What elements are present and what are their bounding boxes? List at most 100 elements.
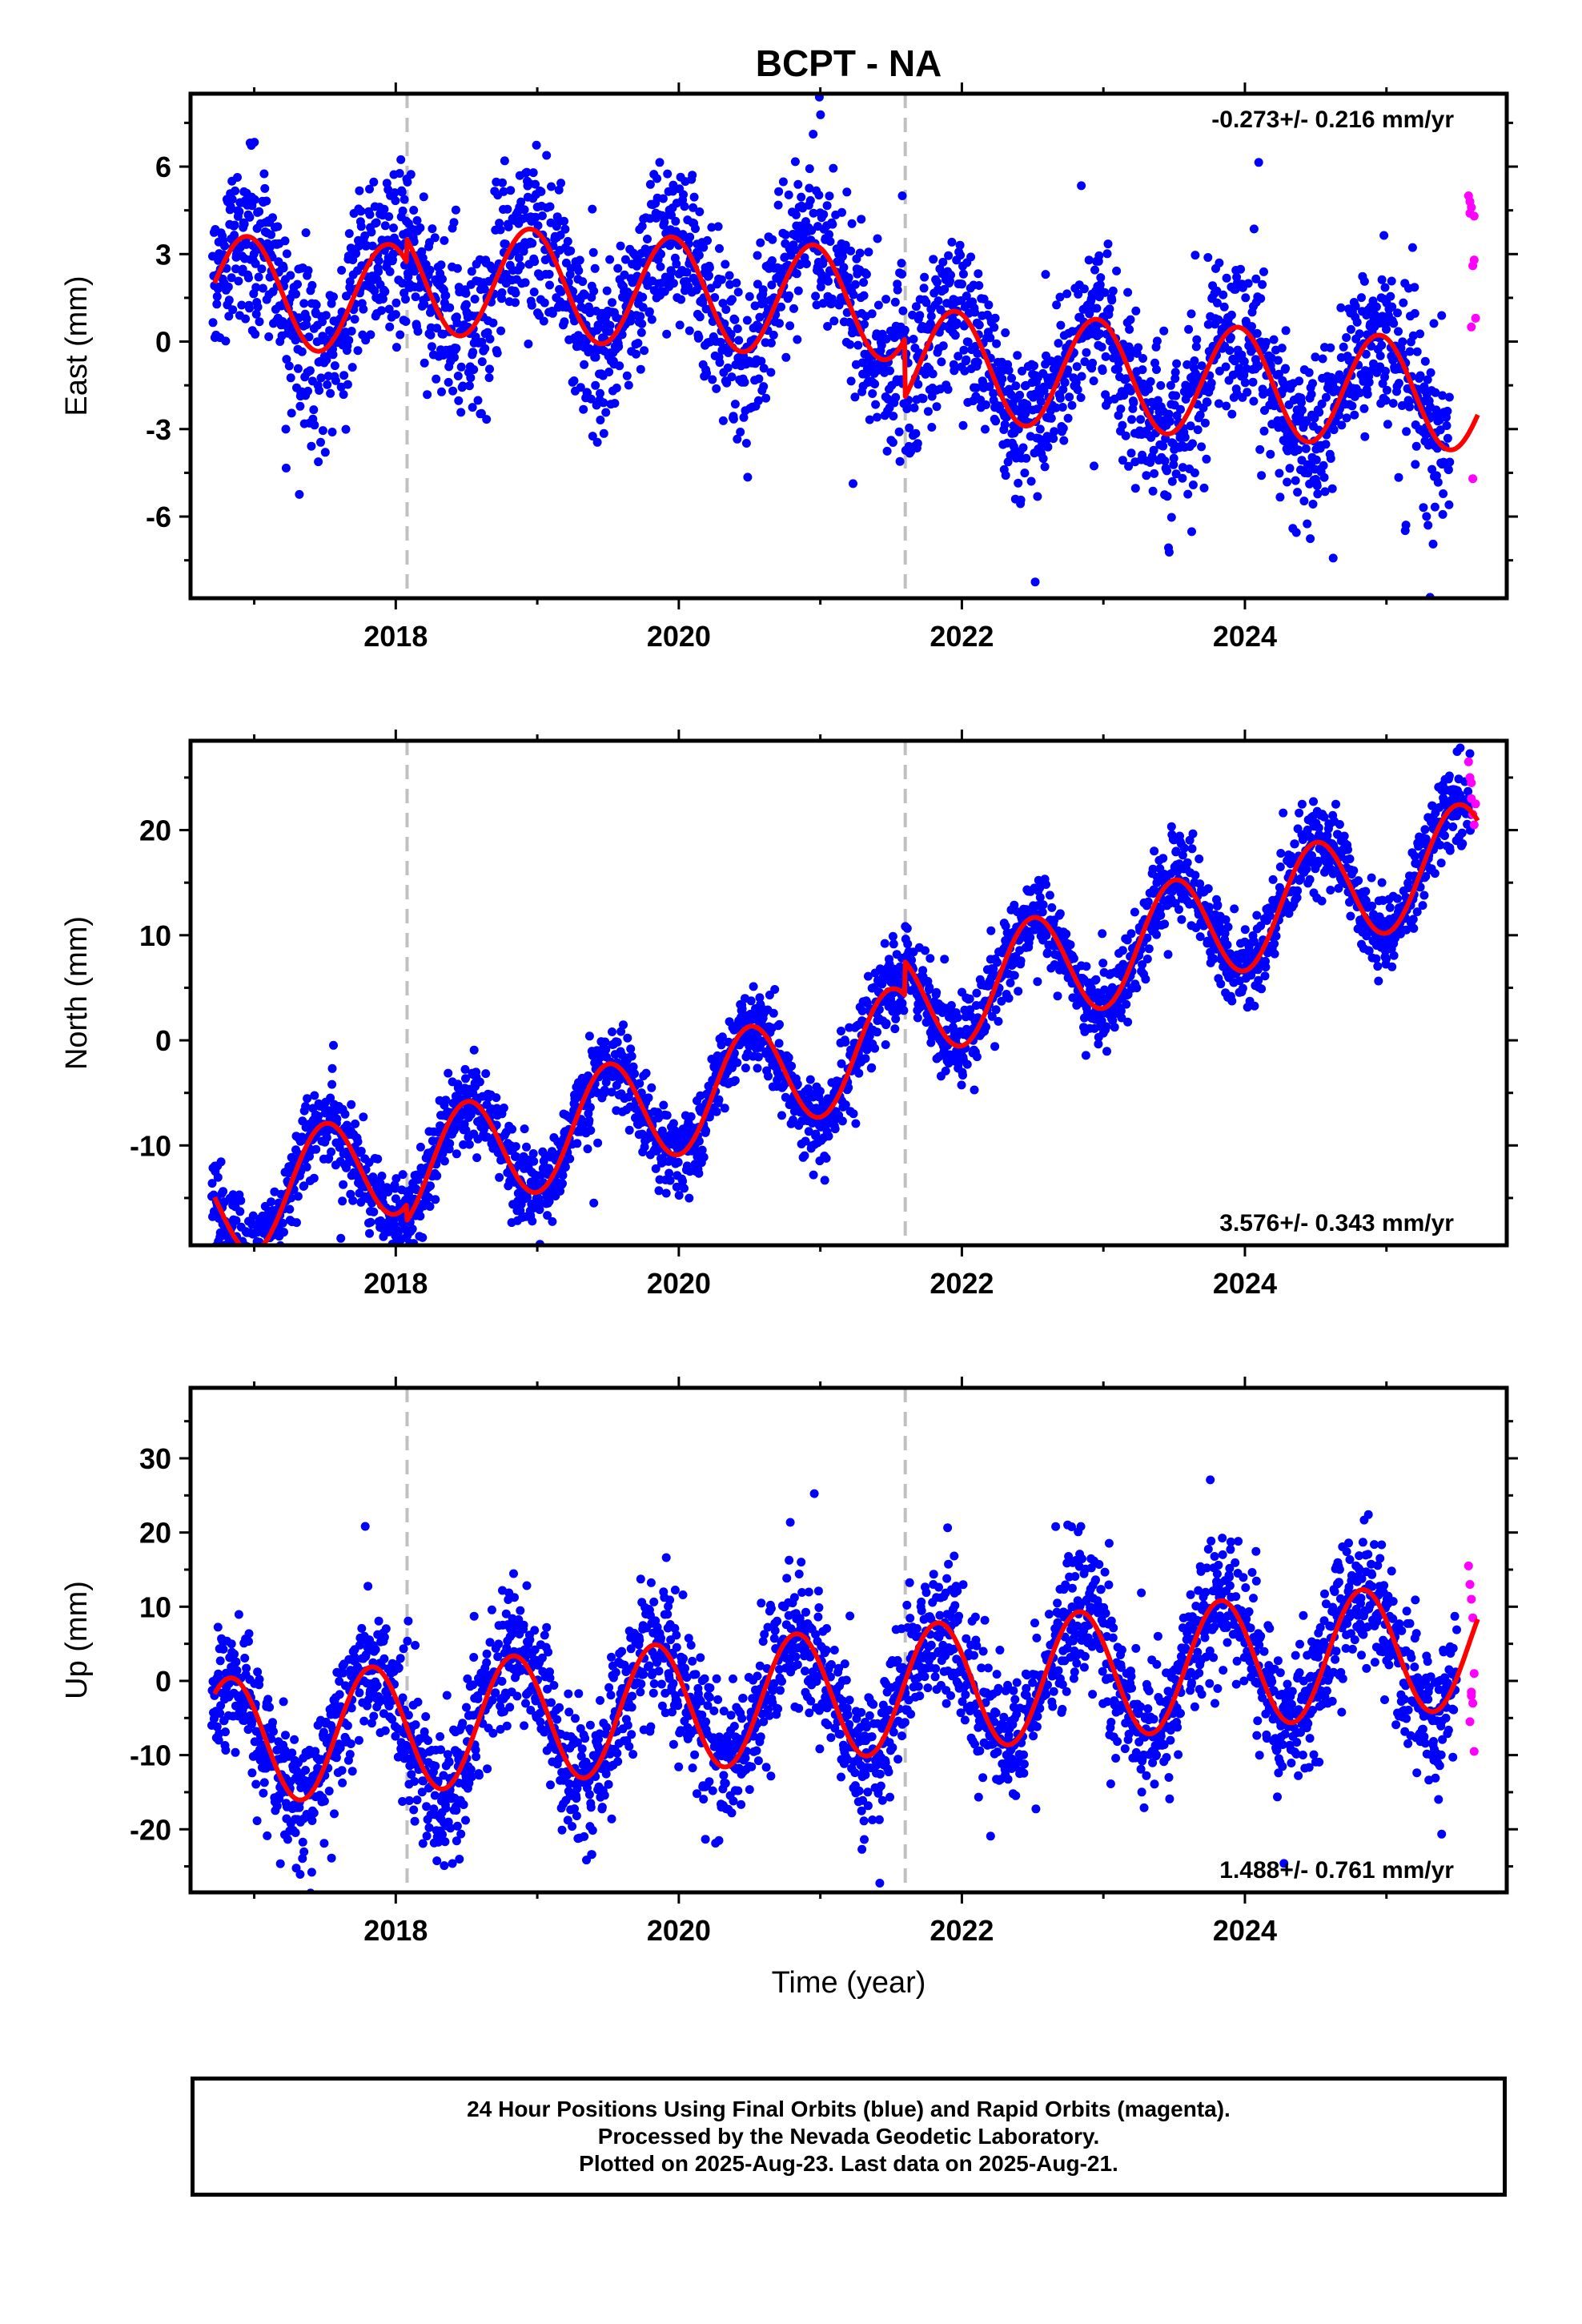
final-orbit-point: [998, 374, 1007, 384]
final-orbit-point: [1188, 480, 1198, 489]
final-orbit-point: [632, 261, 641, 271]
final-orbit-point: [612, 384, 621, 392]
final-orbit-point: [1222, 401, 1231, 411]
final-orbit-point: [652, 174, 662, 183]
final-orbit-point: [256, 1251, 265, 1260]
final-orbit-point: [946, 1001, 956, 1010]
final-orbit-point: [1389, 319, 1399, 328]
final-orbit-point: [881, 295, 891, 304]
final-orbit-point: [590, 263, 600, 273]
final-orbit-point: [608, 1027, 616, 1036]
final-orbit-point: [1243, 279, 1253, 288]
final-orbit-point: [1394, 472, 1403, 482]
final-orbit-point: [1214, 315, 1223, 324]
final-orbit-point: [239, 219, 249, 229]
final-orbit-point: [1241, 293, 1251, 303]
final-orbit-point: [1342, 413, 1351, 423]
final-orbit-point: [974, 320, 984, 330]
final-orbit-point: [867, 309, 877, 319]
final-orbit-point: [485, 334, 495, 344]
final-orbit-point: [1251, 274, 1261, 283]
final-orbit-point: [785, 321, 795, 331]
final-orbit-point: [1402, 427, 1411, 436]
final-orbit-point: [261, 1247, 270, 1256]
final-orbit-point: [702, 368, 712, 378]
final-orbit-point: [548, 308, 557, 318]
final-orbit-point: [870, 380, 880, 388]
final-orbit-point: [1419, 503, 1428, 513]
final-orbit-point: [867, 1063, 877, 1072]
final-orbit-point: [322, 1133, 331, 1142]
final-orbit-point: [528, 239, 537, 248]
final-orbit-point: [1252, 328, 1262, 338]
final-orbit-point: [1258, 279, 1267, 289]
final-orbit-point: [736, 428, 745, 436]
final-orbit-point: [947, 237, 957, 247]
final-orbit-point: [359, 1112, 368, 1122]
rapid-orbit-point: [1467, 322, 1476, 332]
final-orbit-point: [452, 344, 461, 353]
final-orbit-point: [560, 317, 569, 327]
final-orbit-point: [264, 332, 274, 341]
final-orbit-point: [1320, 487, 1330, 497]
final-orbit-point: [497, 288, 507, 297]
final-orbit-point: [307, 280, 317, 290]
final-orbit-point: [1431, 388, 1440, 397]
final-orbit-point: [1149, 445, 1158, 455]
final-orbit-point: [395, 169, 404, 178]
final-orbit-point: [1411, 441, 1421, 451]
final-orbit-point: [1377, 275, 1387, 284]
final-orbit-point: [850, 279, 860, 289]
final-orbit-point: [822, 201, 832, 211]
final-orbit-point: [703, 235, 712, 245]
final-orbit-point: [1123, 1017, 1133, 1027]
final-orbit-point: [903, 939, 913, 949]
final-orbit-point: [423, 390, 432, 400]
final-orbit-point: [1215, 366, 1224, 376]
final-orbit-point: [811, 292, 821, 301]
final-orbit-point: [741, 439, 751, 448]
final-orbit-point: [1423, 521, 1433, 530]
final-orbit-point: [815, 1087, 825, 1096]
final-orbit-point: [367, 227, 376, 237]
final-orbit-point: [224, 1259, 233, 1268]
final-orbit-point: [1259, 267, 1268, 276]
final-orbit-point: [244, 1287, 253, 1296]
final-orbit-point: [1193, 425, 1203, 435]
final-orbit-point: [605, 320, 615, 330]
final-orbit-point: [1118, 946, 1127, 955]
final-orbit-point: [286, 373, 295, 383]
final-orbit-point: [450, 352, 459, 362]
final-orbit-point: [258, 1262, 267, 1271]
final-orbit-point: [662, 1111, 672, 1120]
final-orbit-point: [530, 257, 540, 267]
final-orbit-point: [667, 211, 676, 220]
final-orbit-point: [373, 1154, 383, 1164]
final-orbit-point: [1412, 347, 1422, 356]
final-orbit-point: [1257, 471, 1267, 480]
final-orbit-point: [1138, 354, 1147, 363]
final-orbit-point: [979, 294, 989, 304]
final-orbit-point: [347, 1100, 356, 1109]
final-orbit-point: [1169, 460, 1178, 469]
final-orbit-point: [1275, 493, 1285, 502]
final-orbit-point: [746, 996, 756, 1006]
final-orbit-point: [460, 1064, 470, 1074]
final-orbit-point: [255, 317, 264, 327]
final-orbit-point: [637, 222, 647, 231]
rapid-orbit-point: [1465, 197, 1475, 207]
final-orbit-point: [837, 207, 846, 217]
final-orbit-point: [694, 332, 704, 342]
final-orbit-point: [986, 333, 995, 343]
final-orbit-point: [592, 437, 602, 447]
final-orbit-point: [374, 1254, 383, 1263]
final-orbit-point: [708, 375, 717, 384]
final-orbit-point: [341, 424, 351, 434]
final-orbit-point: [888, 931, 897, 941]
final-orbit-point: [1355, 329, 1364, 339]
final-orbit-point: [971, 383, 981, 392]
final-orbit-point: [529, 1156, 539, 1166]
final-orbit-point: [445, 1139, 455, 1148]
final-orbit-point: [251, 283, 261, 292]
final-orbit-point: [461, 288, 471, 298]
